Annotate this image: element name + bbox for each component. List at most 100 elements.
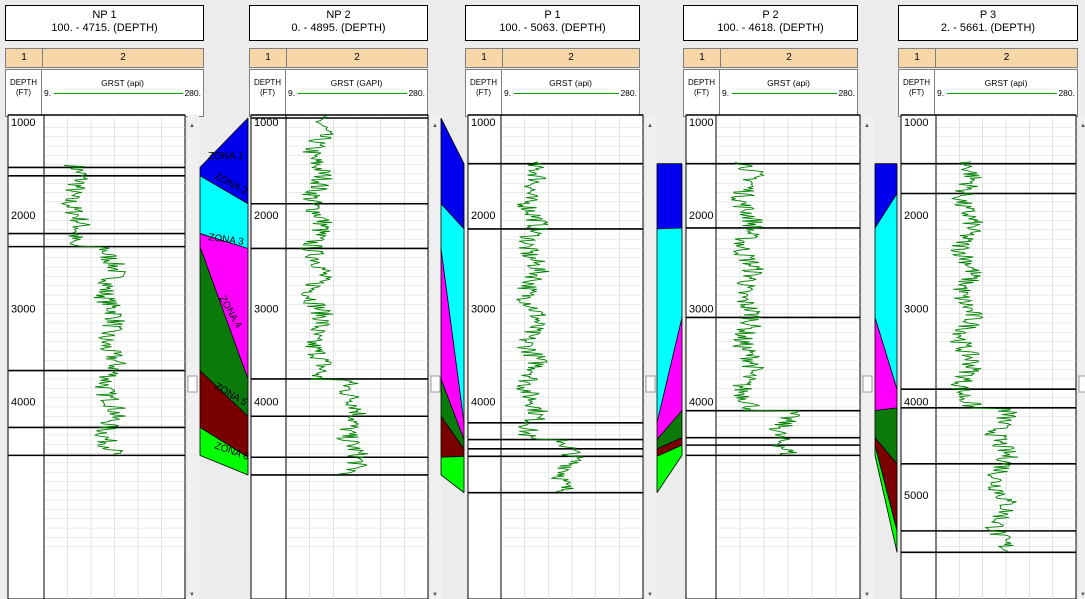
gr-curve-header: GRST (api) 9. 280. [937,78,1075,108]
column-index-row: 1 2 [249,48,428,68]
curve-name: GRST (api) [101,78,144,88]
depth-tick-label: 2000 [254,210,278,222]
well-name: NP 2 [326,9,351,21]
well-name: P 1 [544,9,561,21]
scroll-down-arrow: ▼ [432,592,438,598]
log-track-area [250,114,429,599]
well-name: P 3 [979,9,997,21]
curve-scale-min: 9. [722,88,730,98]
curve-legend-line [732,93,837,94]
scroll-down-arrow: ▼ [647,592,653,598]
scrollbar-thumb [1078,375,1085,393]
zone-band-4 [657,410,682,449]
column-2-index: 2 [568,52,574,63]
depth-tick-label: 3000 [254,303,278,315]
curve-scale-max: 280. [184,88,201,98]
column-2-index: 2 [786,52,792,63]
gr-curve-header: GRST (api) 9. 280. [44,78,201,108]
zone-band-5 [657,437,682,457]
well-depth-range: 100. - 4715. (DEPTH) [51,22,158,34]
zone-band-2 [875,193,897,390]
vertical-scrollbar [863,115,874,599]
column-index-row: 1 2 [5,48,204,68]
gr-curve [60,165,127,455]
zone-boundary-line [656,455,683,493]
log-track-area [7,114,186,599]
log-track-area [900,114,1077,599]
track-header: DEPTH (FT) GRST (api) 9. 280. [5,69,204,117]
gr-curve [730,161,800,456]
scroll-up-arrow: ▲ [432,123,438,129]
curve-scale-min: 9. [937,88,945,98]
depth-tick-label: 1000 [11,117,35,129]
well-depth-range: 2. - 5661. (DEPTH) [940,22,1036,34]
depth-tick-label: 4000 [689,397,713,409]
zone-band-3 [875,317,897,411]
curve-scale-max: 280. [1058,88,1075,98]
column-index-row: 1 2 [465,48,640,68]
zone-band-4 [200,246,248,417]
column-2-index: 2 [1003,52,1010,63]
zone-boundary-line [440,378,465,440]
column-2-index: 2 [354,52,360,63]
depth-tick-label: 5000 [904,490,928,502]
zone-band-5 [441,416,464,458]
zone-band-5 [200,370,248,458]
well-depth-range: 100. - 5063. (DEPTH) [499,22,606,34]
zone-boundary-line [199,455,249,476]
depth-tick-label: 1000 [904,117,928,129]
depth-track-label: DEPTH (FT) [466,70,502,116]
zone-band-2 [200,175,248,249]
depth-tick-label: 4000 [11,397,35,409]
curve-scale-min: 9. [44,88,52,98]
depth-tick-label: 4000 [904,397,928,409]
track-header: DEPTH (FT) GRST (api) 9. 280. [465,69,640,117]
zone-boundary-line [656,437,683,450]
vertical-scrollbar [1079,115,1085,599]
zone-band-6 [875,445,897,553]
scroll-up-arrow: ▲ [864,123,870,129]
column-1-index: 1 [684,49,721,67]
well-depth-range: 0. - 4895. (DEPTH) [291,22,386,34]
scroll-down-arrow: ▼ [189,592,195,598]
zone-boundary-line [440,203,465,230]
zone-band-3 [200,233,248,379]
depth-tick-label: 4000 [254,397,278,409]
curve-legend-line [514,93,619,94]
zone-boundary-line [199,246,249,380]
well-depth-range: 100. - 4618. (DEPTH) [717,22,824,34]
zone-boundary-line [199,233,249,249]
zone-band-4 [441,378,464,449]
zone-band-1 [200,118,248,204]
scroll-up-arrow: ▲ [189,123,195,129]
scroll-up-arrow: ▲ [647,123,653,129]
zone-boundary-line [199,117,249,168]
log-track-area [685,114,861,599]
curve-scale-min: 9. [288,88,296,98]
depth-tick-label: 2000 [689,210,713,222]
zone-boundary-line [874,407,898,412]
gr-curve-header: GRST (api) 9. 280. [504,78,637,108]
depth-track-label: DEPTH (FT) [899,70,935,116]
depth-tick-label: 1000 [471,117,495,129]
zone-band-5 [875,437,897,531]
zone-boundary-line [440,474,465,493]
depth-track-label: DEPTH (FT) [684,70,720,116]
zone-band-1 [875,163,897,228]
column-index-row: 1 2 [898,48,1078,68]
zone-boundary-line [199,427,249,458]
well-name: P 2 [762,9,779,21]
zone-band-3 [441,248,464,440]
scroll-down-arrow: ▼ [1080,592,1085,598]
zone-label-6: ZONA 6 [213,440,251,463]
track-header: DEPTH (FT) GRST (api) 9. 280. [898,69,1078,117]
zone-boundary-line [874,193,898,229]
zone-band-6 [200,427,248,475]
depth-track-label: DEPTH (FT) [250,70,286,116]
zone-boundary-line [656,227,683,230]
zone-boundary-line [656,410,683,440]
zone-boundary-line [199,370,249,417]
curve-name: GRST (api) [549,78,592,88]
zone-band-4 [875,407,897,464]
depth-tick-label: 2000 [11,210,35,222]
